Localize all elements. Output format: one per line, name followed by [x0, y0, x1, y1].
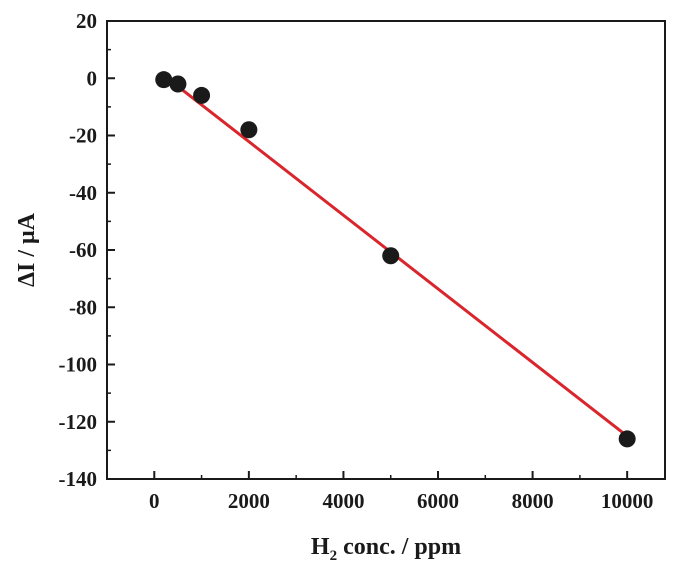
- x-tick-label: 4000: [322, 489, 364, 513]
- x-tick-label: 10000: [601, 489, 654, 513]
- y-tick-label: -80: [69, 295, 97, 319]
- y-axis: 20 0 -20 -40 -60 -80 -100 -120 -140: [59, 9, 115, 491]
- y-tick-label: -20: [69, 124, 97, 148]
- y-tick-label: -120: [59, 410, 98, 434]
- x-tick-label: 2000: [228, 489, 270, 513]
- x-axis: 0 2000 4000 6000 8000 10000: [149, 471, 653, 513]
- x-axis-title-main: H: [311, 534, 330, 560]
- y-axis-title: ΔI / μA: [14, 212, 40, 287]
- y-tick-label: 0: [87, 66, 98, 90]
- x-tick-label: 8000: [512, 489, 554, 513]
- y-tick-label: -100: [59, 353, 98, 377]
- x-tick-label: 0: [149, 489, 160, 513]
- data-point: [169, 75, 187, 93]
- y-tick-label: -140: [59, 467, 98, 491]
- x-tick-label: 6000: [417, 489, 459, 513]
- data-points: [155, 71, 636, 448]
- x-axis-title-subscript: 2: [330, 548, 338, 564]
- y-tick-label: 20: [76, 9, 97, 33]
- data-point: [618, 430, 636, 448]
- y-tick-label: -40: [69, 181, 97, 205]
- y-tick-label: -60: [69, 238, 97, 262]
- data-point: [382, 247, 400, 265]
- data-point: [193, 86, 211, 104]
- data-point: [240, 121, 258, 139]
- x-axis-title: H2 conc. / ppm: [311, 534, 461, 564]
- data-point: [155, 71, 173, 89]
- x-axis-title-rest: conc. / ppm: [337, 534, 461, 560]
